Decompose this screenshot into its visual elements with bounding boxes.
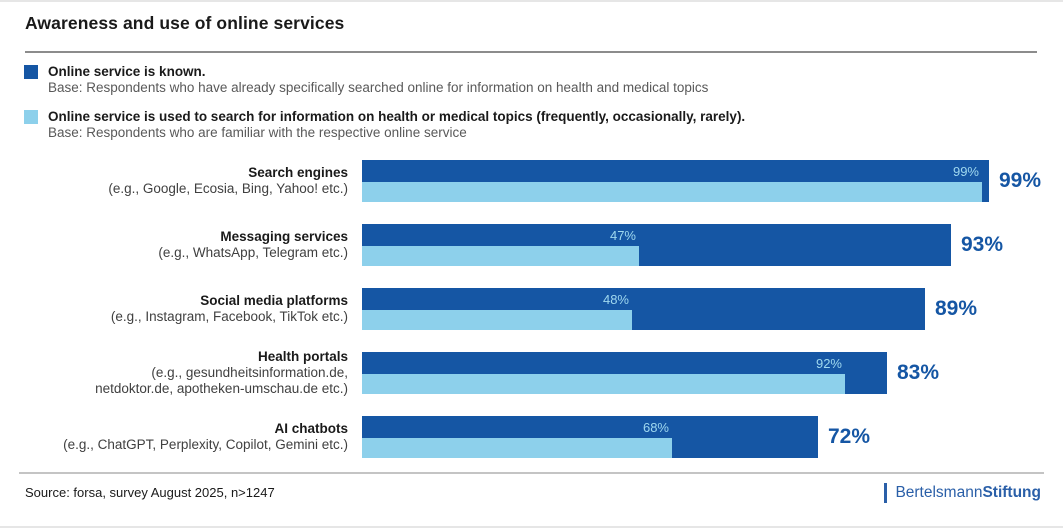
used-value-label: 68%	[642, 419, 669, 435]
chart-row: Health portals (e.g., gesundheitsinformat…	[25, 349, 1063, 396]
known-value-label: 93%	[961, 233, 1004, 256]
footer-divider	[19, 472, 1044, 474]
category-examples: (e.g., Instagram, Facebook, TikTok etc.)	[110, 309, 348, 324]
legend-swatch-used	[24, 110, 38, 124]
category-examples: netdoktor.de, apotheken-umschau.de etc.)	[95, 381, 348, 396]
bar-area: 47% 93%	[362, 224, 1022, 266]
legend-label-used: Online service is used to search for inf…	[48, 109, 746, 124]
category-name: Health portals	[257, 349, 348, 364]
category-name: AI chatbots	[274, 421, 348, 436]
chart-row: AI chatbots (e.g., ChatGPT, Perplexity, C…	[25, 416, 1063, 458]
legend-item-used: Online service is used to search for inf…	[24, 109, 1043, 141]
known-value-label: 83%	[897, 361, 940, 384]
chart-row: Messaging services (e.g., WhatsApp, Teleg…	[25, 224, 1063, 266]
used-bar	[362, 182, 982, 202]
logo-bar-icon	[884, 483, 888, 503]
chart-row: Social media platforms (e.g., Instagram, …	[25, 288, 1063, 330]
source-note: Source: forsa, survey August 2025, n>124…	[25, 485, 275, 500]
used-value-label: 99%	[952, 163, 979, 179]
category-examples: (e.g., WhatsApp, Telegram etc.)	[158, 245, 348, 260]
legend: Online service is known. Base: Responden…	[24, 64, 1043, 154]
legend-item-known: Online service is known. Base: Responden…	[24, 64, 1043, 96]
logo-text: BertelsmannStiftung	[895, 484, 1041, 501]
used-bar	[362, 310, 632, 330]
bar-area: 99% 99%	[362, 160, 1041, 202]
used-value-label: 47%	[609, 227, 636, 243]
bar-chart: Search engines (e.g., Google, Ecosia, Bin…	[25, 160, 1063, 480]
category-examples: (e.g., ChatGPT, Perplexity, Copilot, Gem…	[63, 437, 348, 452]
category-label: Messaging services (e.g., WhatsApp, Teleg…	[25, 224, 348, 266]
legend-base-known: Base: Respondents who have already speci…	[48, 80, 709, 95]
bar-area: 68% 72%	[362, 416, 1022, 458]
bar-area: 48% 89%	[362, 288, 1022, 330]
page-title: Awareness and use of online services	[25, 13, 345, 33]
legend-swatch-known	[24, 65, 38, 79]
bertelsmann-stiftung-logo: BertelsmannStiftung	[884, 483, 1041, 503]
legend-label-known: Online service is known.	[48, 64, 206, 79]
category-examples: (e.g., gesundheitsinformation.de,	[151, 365, 348, 380]
category-label: Health portals (e.g., gesundheitsinformat…	[25, 349, 348, 396]
used-bar	[362, 246, 639, 266]
used-value-label: 48%	[602, 291, 629, 307]
chart-row: Search engines (e.g., Google, Ecosia, Bin…	[25, 160, 1063, 202]
category-name: Messaging services	[220, 229, 348, 244]
known-value-label: 72%	[828, 425, 871, 448]
category-label: Social media platforms (e.g., Instagram, …	[25, 288, 348, 330]
title-divider	[25, 51, 1037, 53]
bar-area: 92% 83%	[362, 352, 1022, 394]
known-value-label: 89%	[935, 297, 978, 320]
category-examples: (e.g., Google, Ecosia, Bing, Yahoo! etc.…	[108, 181, 348, 196]
used-bar	[362, 374, 845, 394]
category-name: Social media platforms	[200, 293, 348, 308]
category-label: AI chatbots (e.g., ChatGPT, Perplexity, C…	[25, 416, 348, 458]
used-bar	[362, 438, 672, 458]
known-value-label: 99%	[999, 169, 1042, 192]
legend-base-used: Base: Respondents who are familiar with …	[48, 125, 467, 140]
used-value-label: 92%	[815, 355, 842, 371]
category-name: Search engines	[248, 165, 348, 180]
category-label: Search engines (e.g., Google, Ecosia, Bin…	[25, 160, 348, 202]
